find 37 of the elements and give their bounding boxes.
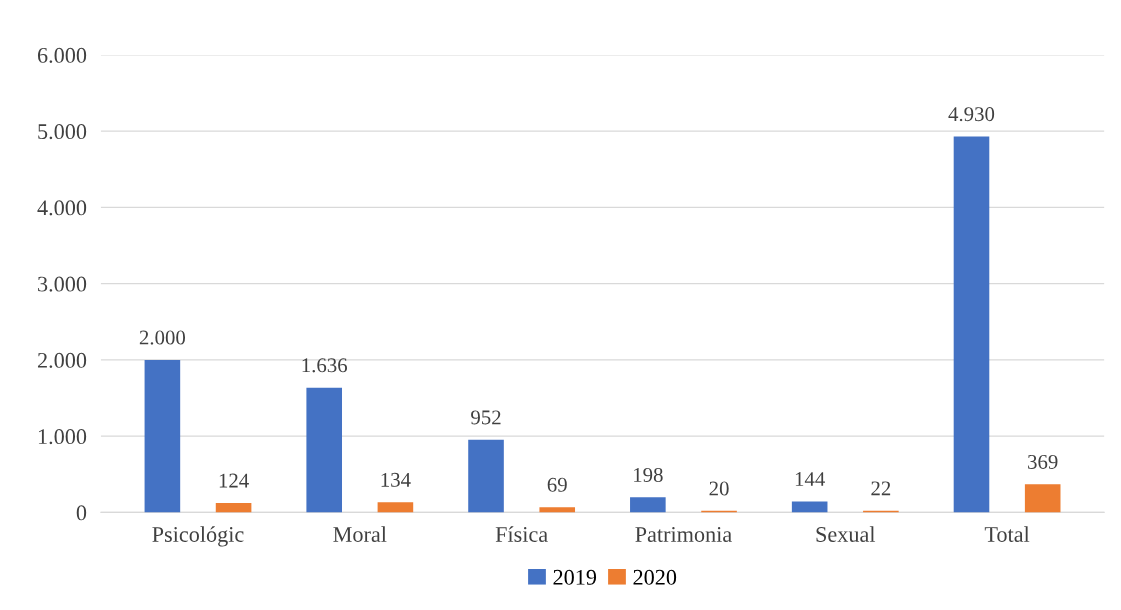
bar bbox=[144, 359, 181, 513]
data-label: 144 bbox=[795, 472, 825, 486]
data-label: 198 bbox=[634, 467, 663, 482]
y-tick-label: 6.000 bbox=[37, 47, 87, 63]
y-tick-label: 5.000 bbox=[38, 124, 87, 140]
x-tick-label: Patrimonia bbox=[635, 526, 732, 542]
y-tick-label: 2.000 bbox=[37, 352, 87, 368]
bar bbox=[630, 497, 666, 513]
y-tick-label: 3.000 bbox=[38, 276, 87, 292]
bar bbox=[306, 387, 342, 513]
data-label: 2.000 bbox=[139, 330, 186, 345]
bar bbox=[215, 502, 252, 513]
x-tick-label: Sexual bbox=[816, 526, 876, 542]
x-tick-label: Total bbox=[984, 526, 1030, 542]
data-label: 369 bbox=[1028, 454, 1058, 469]
bar bbox=[377, 502, 414, 513]
y-tick-label: 0 bbox=[76, 505, 87, 521]
data-label: 952 bbox=[471, 410, 501, 425]
legend-label: 2020 bbox=[633, 569, 677, 585]
bar bbox=[468, 439, 504, 513]
data-label: 20 bbox=[709, 481, 729, 496]
bar bbox=[1024, 484, 1061, 513]
data-label: 4.930 bbox=[948, 107, 995, 122]
y-tick-label: 4.000 bbox=[37, 200, 87, 216]
x-tick-label: Psicológic bbox=[152, 526, 244, 547]
data-label: 1.636 bbox=[302, 358, 348, 373]
y-tick-label: 1.000 bbox=[38, 429, 87, 445]
bar bbox=[539, 507, 576, 513]
bar bbox=[953, 136, 990, 513]
data-label: 22 bbox=[871, 481, 891, 496]
data-label: 69 bbox=[547, 477, 567, 492]
x-tick-label: Física bbox=[495, 526, 548, 542]
bar bbox=[791, 501, 828, 513]
data-label: 134 bbox=[381, 472, 411, 487]
x-tick-label: Moral bbox=[333, 526, 387, 542]
data-label: 124 bbox=[219, 473, 249, 488]
legend-label: 2019 bbox=[553, 569, 597, 585]
